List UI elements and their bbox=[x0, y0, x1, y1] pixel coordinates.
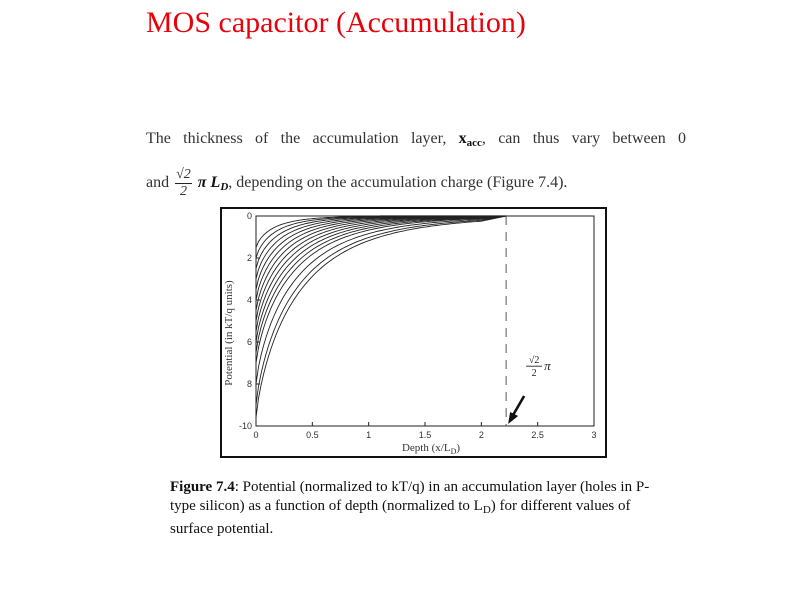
y-axis-label: Potential (in kT/q units) bbox=[223, 280, 235, 386]
figure-caption: Figure 7.4: Potential (normalized to kT/… bbox=[170, 478, 660, 539]
potential-curve-8 bbox=[255, 215, 507, 322]
caption-subscript: D bbox=[482, 504, 491, 516]
x-tick-label: 0 bbox=[253, 430, 258, 440]
x-axis-label: Depth (x/LD) bbox=[402, 442, 460, 456]
annotation-numerator: √2 bbox=[529, 355, 540, 366]
curve-group bbox=[255, 215, 507, 418]
fraction-denominator: 2 bbox=[179, 184, 187, 199]
paragraph-line-2: and √2 2 π LD, depending on the accumulat… bbox=[146, 167, 567, 200]
x-tick-label: 0.5 bbox=[306, 430, 319, 440]
figure-frame bbox=[220, 207, 607, 458]
y-tick-label: 4 bbox=[247, 295, 252, 305]
potential-curve-15 bbox=[255, 215, 507, 418]
para-text-2: , can thus vary between 0 bbox=[481, 130, 686, 147]
potential-curve-6 bbox=[255, 215, 507, 301]
potential-curve-11 bbox=[255, 215, 507, 353]
potential-curve-14 bbox=[255, 215, 507, 406]
y-tick-label: 2 bbox=[247, 253, 252, 263]
x-acc-var: x bbox=[458, 130, 467, 147]
y-tick-label: -10 bbox=[239, 421, 252, 431]
axes-box bbox=[255, 215, 595, 427]
arrow-icon bbox=[508, 395, 526, 424]
para-text-3: , depending on the accumulation charge (… bbox=[228, 174, 568, 192]
x-tick-label: 1.5 bbox=[419, 430, 432, 440]
arrow-shaft bbox=[511, 395, 526, 416]
ld-subscript: D bbox=[220, 181, 229, 194]
y-ticks: 0 2 4 6 8 -10 bbox=[239, 211, 260, 431]
x-ticks: 0 0.5 1 1.5 2 2.5 3 bbox=[253, 422, 597, 440]
y-tick-label: 0 bbox=[247, 211, 252, 221]
slide-title: MOS capacitor (Accumulation) bbox=[146, 6, 526, 39]
paragraph-line-1: The thickness of the accumulation layer,… bbox=[146, 130, 686, 149]
potential-curve-10 bbox=[255, 215, 507, 343]
x-tick-label: 1 bbox=[366, 430, 371, 440]
y-tick-label: 8 bbox=[247, 379, 252, 389]
annotation-denominator: 2 bbox=[532, 368, 537, 379]
annotation-pi: π bbox=[544, 358, 551, 373]
potential-curve-13 bbox=[255, 215, 507, 385]
sqrt2-over-2-fraction: √2 2 bbox=[175, 167, 192, 200]
para-text-1: The thickness of the accumulation layer, bbox=[146, 130, 459, 147]
para-and: and bbox=[146, 174, 174, 192]
caption-text-end: ) for different values of surface potent… bbox=[170, 498, 631, 537]
y-tick-label: 6 bbox=[247, 337, 252, 347]
x-tick-label: 3 bbox=[591, 430, 596, 440]
figure-label: Figure 7.4 bbox=[170, 479, 235, 495]
potential-curve-12 bbox=[255, 215, 507, 364]
x-tick-label: 2.5 bbox=[531, 430, 544, 440]
pi-ld-expression: π LD bbox=[197, 174, 229, 194]
potential-chart: 0 0.5 1 1.5 2 2.5 3 0 2 4 6 8 -10 Depth (x/LD) Pote… bbox=[223, 211, 597, 456]
x-acc-symbol: xacc bbox=[458, 130, 482, 149]
arrow-head bbox=[508, 412, 519, 424]
pi-ld-text: π L bbox=[197, 174, 221, 192]
plot-area: 0 0.5 1 1.5 2 2.5 3 0 2 4 6 8 -10 bbox=[239, 211, 597, 440]
sqrt2-over-2-pi-annotation: √2 2 π bbox=[526, 355, 551, 379]
x-acc-subscript: acc bbox=[466, 137, 482, 149]
potential-curve-9 bbox=[255, 215, 507, 332]
x-tick-label: 2 bbox=[479, 430, 484, 440]
fraction-numerator: √2 bbox=[175, 167, 192, 184]
caption-text: : Potential (normalized to kT/q) in an a… bbox=[170, 479, 650, 514]
